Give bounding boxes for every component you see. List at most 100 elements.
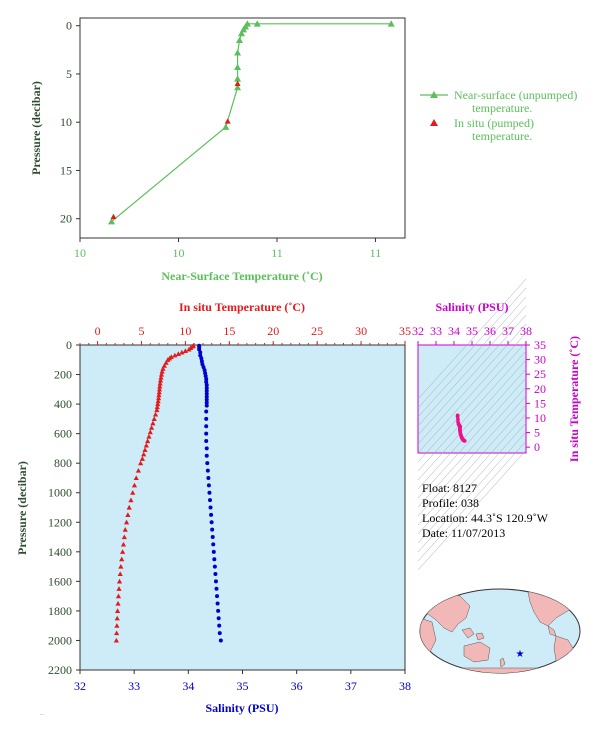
temperature-point xyxy=(143,442,149,448)
float-info-block: Float: 8127 Profile: 038 Location: 44.3˚… xyxy=(422,481,549,540)
salinity-point xyxy=(208,505,213,510)
salinity-point xyxy=(204,376,209,381)
salinity-point xyxy=(204,397,209,402)
ts-point xyxy=(463,439,467,443)
profile-temp-tick-label: 5 xyxy=(138,324,144,338)
profile-y-tick-label: 400 xyxy=(54,397,72,411)
temperature-point xyxy=(179,349,185,355)
top-y-tick-label: 10 xyxy=(60,115,72,129)
temperature-point xyxy=(157,380,163,386)
salinity-point xyxy=(206,475,211,480)
temperature-point xyxy=(147,429,153,435)
salinity-point xyxy=(215,594,220,599)
temperature-point xyxy=(156,395,162,401)
temperature-point xyxy=(154,404,160,410)
salinity-point xyxy=(216,608,221,613)
temperature-point xyxy=(115,593,122,599)
salinity-point xyxy=(202,368,207,373)
temperature-point xyxy=(145,438,151,444)
ts-sal-tick-label: 38 xyxy=(520,324,532,338)
temperature-point xyxy=(115,600,121,606)
ts-temp-tick-label: 5 xyxy=(534,426,540,440)
profile-y-tick-label: 800 xyxy=(54,456,72,470)
top-y-tick-label: 0 xyxy=(66,19,72,33)
profile-sal-tick-label: 35 xyxy=(237,679,249,693)
temperature-point xyxy=(128,497,134,503)
salinity-point xyxy=(199,359,204,364)
salinity-point xyxy=(204,391,209,396)
profile-temp-tick-label: 20 xyxy=(267,324,279,338)
salinity-point xyxy=(218,638,223,643)
temperature-point xyxy=(142,447,148,452)
ts-density-contour xyxy=(417,422,527,544)
world-map: ★ xyxy=(419,588,581,674)
salinity-point xyxy=(217,631,222,636)
profile-sal-tick-label: 33 xyxy=(128,679,140,693)
temperature-point xyxy=(182,348,189,353)
ts-density-contour xyxy=(417,440,527,562)
salinity-point xyxy=(204,394,209,399)
near-surface-point xyxy=(108,218,116,225)
profile-temp-tick-label: 15 xyxy=(223,324,235,338)
ts-density-contour xyxy=(417,377,527,499)
salinity-point xyxy=(208,498,212,503)
ts-density-contour xyxy=(417,323,527,445)
ts-top-axis-label: Salinity (PSU) xyxy=(435,300,508,314)
profile-bottom-axis-label: Salinity (PSU) xyxy=(205,701,278,715)
temperature-point xyxy=(141,451,147,457)
ts-temp-tick-label: 30 xyxy=(534,353,546,367)
temperature-point xyxy=(146,433,152,439)
salinity-point xyxy=(198,350,203,355)
ts-plot-frame xyxy=(417,344,527,454)
temperature-point xyxy=(151,416,157,421)
temperature-point xyxy=(123,519,130,525)
profile-sal-tick-label: 32 xyxy=(74,679,86,693)
temperature-point xyxy=(154,407,160,413)
temperature-point xyxy=(120,541,127,547)
salinity-point xyxy=(214,586,219,591)
profile-temp-tick-label: 0 xyxy=(95,324,101,338)
salinity-point xyxy=(204,379,209,384)
salinity-point xyxy=(211,549,216,554)
profile-y-tick-label: 1000 xyxy=(48,486,72,500)
near-surface-point xyxy=(234,63,242,71)
legend-line-triangle xyxy=(430,91,438,98)
temperature-point xyxy=(157,383,163,389)
top-plot-series xyxy=(108,20,395,225)
salinity-point xyxy=(204,453,209,458)
top-x-tick-label: 11 xyxy=(370,246,382,260)
in-situ-point xyxy=(224,118,231,124)
legend-entry-2-line-1: In situ (pumped) xyxy=(454,116,534,130)
temperature-point xyxy=(114,608,121,613)
profile-y-tick-label: 1200 xyxy=(48,515,72,529)
temperature-point xyxy=(120,549,126,554)
ts-density-contour xyxy=(417,413,527,535)
ts-density-contour xyxy=(417,287,527,409)
salinity-point xyxy=(204,388,209,393)
temperature-point xyxy=(116,578,123,584)
salinity-point xyxy=(216,616,221,621)
ts-right-axis-label: In situ Temperature (˚C) xyxy=(567,336,581,462)
profile-number: Profile: 038 xyxy=(422,496,479,510)
top-x-axis-label: Near-Surface Temperature (˚C) xyxy=(161,269,322,283)
profile-y-tick-label: 200 xyxy=(54,368,72,382)
temperature-point xyxy=(125,512,131,517)
ts-temp-tick-label: 10 xyxy=(534,411,546,425)
temperature-point xyxy=(155,401,161,407)
temperature-point xyxy=(119,556,125,562)
top-plot-legend: Near-surface (unpumped) temperature. In … xyxy=(420,88,577,143)
legend-entry-1-line-1: Near-surface (unpumped) xyxy=(454,88,577,102)
temperature-point xyxy=(172,352,178,358)
near-surface-point xyxy=(387,20,395,27)
ts-density-contour xyxy=(417,341,527,463)
ts-temp-tick-label: 25 xyxy=(534,367,546,381)
near-surface-point xyxy=(238,29,246,37)
salinity-point xyxy=(210,535,215,540)
profile-sal-tick-label: 36 xyxy=(291,679,303,693)
ts-plot-series xyxy=(455,413,467,443)
salinity-point xyxy=(204,431,209,436)
temperature-point xyxy=(160,366,166,371)
temperature-point xyxy=(159,368,165,374)
